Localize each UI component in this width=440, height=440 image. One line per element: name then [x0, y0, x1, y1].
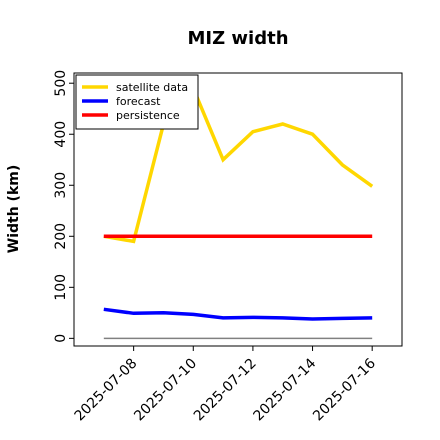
x-tick-label: 2025-07-16 [310, 355, 379, 424]
y-tick-label: 0 [53, 334, 69, 343]
y-tick-label: 400 [53, 121, 69, 148]
series-line-forecast [103, 307, 373, 321]
legend-label: persistence [116, 109, 180, 122]
x-tick-label: 2025-07-08 [72, 356, 141, 425]
y-tick-label: 500 [53, 70, 69, 97]
y-axis-label: Width (km) [6, 165, 22, 254]
y-tick-label: 200 [53, 223, 69, 250]
x-tick-label: 2025-07-14 [251, 355, 320, 424]
plot-frame [73, 72, 403, 347]
x-tick-label: 2025-07-10 [131, 356, 200, 425]
y-tick-label: 100 [53, 274, 69, 301]
series-line-satellite-data [103, 84, 374, 244]
chart-title: MIZ width [187, 28, 288, 49]
legend-label: forecast [116, 95, 161, 108]
plot-area: 01002003004005002025-07-082025-07-102025… [53, 70, 403, 425]
x-tick-label: 2025-07-12 [191, 356, 260, 425]
legend-label: satellite data [116, 81, 188, 94]
y-tick-label: 300 [53, 172, 69, 199]
